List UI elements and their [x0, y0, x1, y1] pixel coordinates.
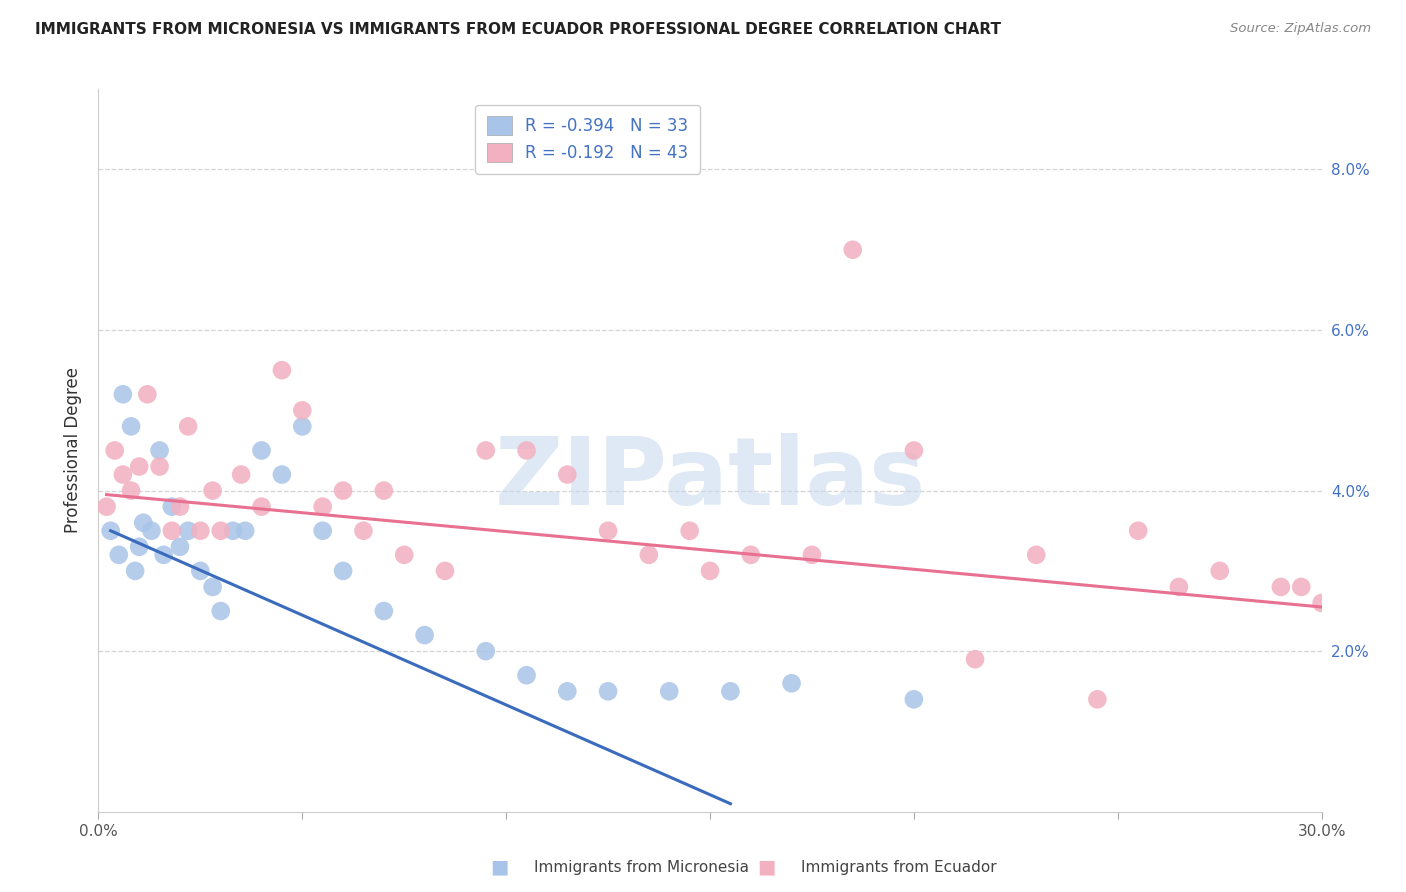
- Point: [903, 443, 925, 458]
- Point: [270, 363, 294, 377]
- Point: [120, 419, 142, 434]
- Point: [201, 483, 224, 498]
- Point: [124, 564, 146, 578]
- Text: Immigrants from Micronesia: Immigrants from Micronesia: [534, 861, 749, 875]
- Text: IMMIGRANTS FROM MICRONESIA VS IMMIGRANTS FROM ECUADOR PROFESSIONAL DEGREE CORREL: IMMIGRANTS FROM MICRONESIA VS IMMIGRANTS…: [35, 22, 1001, 37]
- Point: [413, 628, 436, 642]
- Point: [111, 467, 134, 482]
- Point: [555, 467, 579, 482]
- Point: [291, 403, 314, 417]
- Point: [352, 524, 374, 538]
- Point: [637, 548, 661, 562]
- Point: [474, 644, 498, 658]
- Point: [169, 540, 191, 554]
- Point: [222, 524, 245, 538]
- Point: [392, 548, 416, 562]
- Point: [332, 564, 354, 578]
- Point: [169, 500, 191, 514]
- Point: [250, 500, 273, 514]
- Point: [740, 548, 762, 562]
- Point: [120, 483, 142, 498]
- Point: [516, 668, 538, 682]
- Point: [152, 548, 174, 562]
- Point: [1085, 692, 1108, 706]
- Point: [965, 652, 987, 666]
- Point: [1167, 580, 1189, 594]
- Point: [111, 387, 134, 401]
- Text: ZIPatlas: ZIPatlas: [495, 434, 925, 525]
- Point: [332, 483, 354, 498]
- Point: [780, 676, 803, 690]
- Point: [801, 548, 824, 562]
- Point: [1208, 564, 1232, 578]
- Text: ■: ■: [756, 857, 776, 876]
- Point: [596, 524, 619, 538]
- Point: [841, 243, 863, 257]
- Y-axis label: Professional Degree: Professional Degree: [63, 368, 82, 533]
- Point: [100, 524, 122, 538]
- Point: [270, 467, 294, 482]
- Point: [1128, 524, 1150, 538]
- Point: [177, 419, 200, 434]
- Point: [233, 524, 256, 538]
- Point: [312, 500, 335, 514]
- Point: [718, 684, 742, 698]
- Point: [160, 500, 183, 514]
- Point: [149, 459, 172, 474]
- Point: [160, 524, 183, 538]
- Point: [250, 443, 273, 458]
- Point: [433, 564, 456, 578]
- Point: [903, 692, 925, 706]
- Point: [555, 684, 579, 698]
- Point: [1270, 580, 1292, 594]
- Point: [96, 500, 118, 514]
- Point: [291, 419, 314, 434]
- Point: [658, 684, 681, 698]
- Point: [679, 524, 702, 538]
- Point: [128, 459, 150, 474]
- Point: [312, 524, 335, 538]
- Point: [209, 604, 232, 618]
- Point: [108, 548, 131, 562]
- Point: [177, 524, 200, 538]
- Point: [373, 483, 395, 498]
- Point: [209, 524, 232, 538]
- Point: [699, 564, 721, 578]
- Point: [596, 684, 619, 698]
- Point: [136, 387, 159, 401]
- Point: [149, 443, 172, 458]
- Point: [104, 443, 127, 458]
- Point: [1025, 548, 1047, 562]
- Point: [1310, 596, 1333, 610]
- Text: Source: ZipAtlas.com: Source: ZipAtlas.com: [1230, 22, 1371, 36]
- Legend: R = -0.394   N = 33, R = -0.192   N = 43: R = -0.394 N = 33, R = -0.192 N = 43: [475, 104, 700, 174]
- Text: ■: ■: [489, 857, 509, 876]
- Point: [188, 524, 212, 538]
- Point: [132, 516, 155, 530]
- Point: [201, 580, 224, 594]
- Point: [474, 443, 498, 458]
- Point: [373, 604, 395, 618]
- Text: Immigrants from Ecuador: Immigrants from Ecuador: [801, 861, 997, 875]
- Point: [516, 443, 538, 458]
- Point: [188, 564, 212, 578]
- Point: [141, 524, 163, 538]
- Point: [128, 540, 150, 554]
- Point: [231, 467, 253, 482]
- Point: [1291, 580, 1313, 594]
